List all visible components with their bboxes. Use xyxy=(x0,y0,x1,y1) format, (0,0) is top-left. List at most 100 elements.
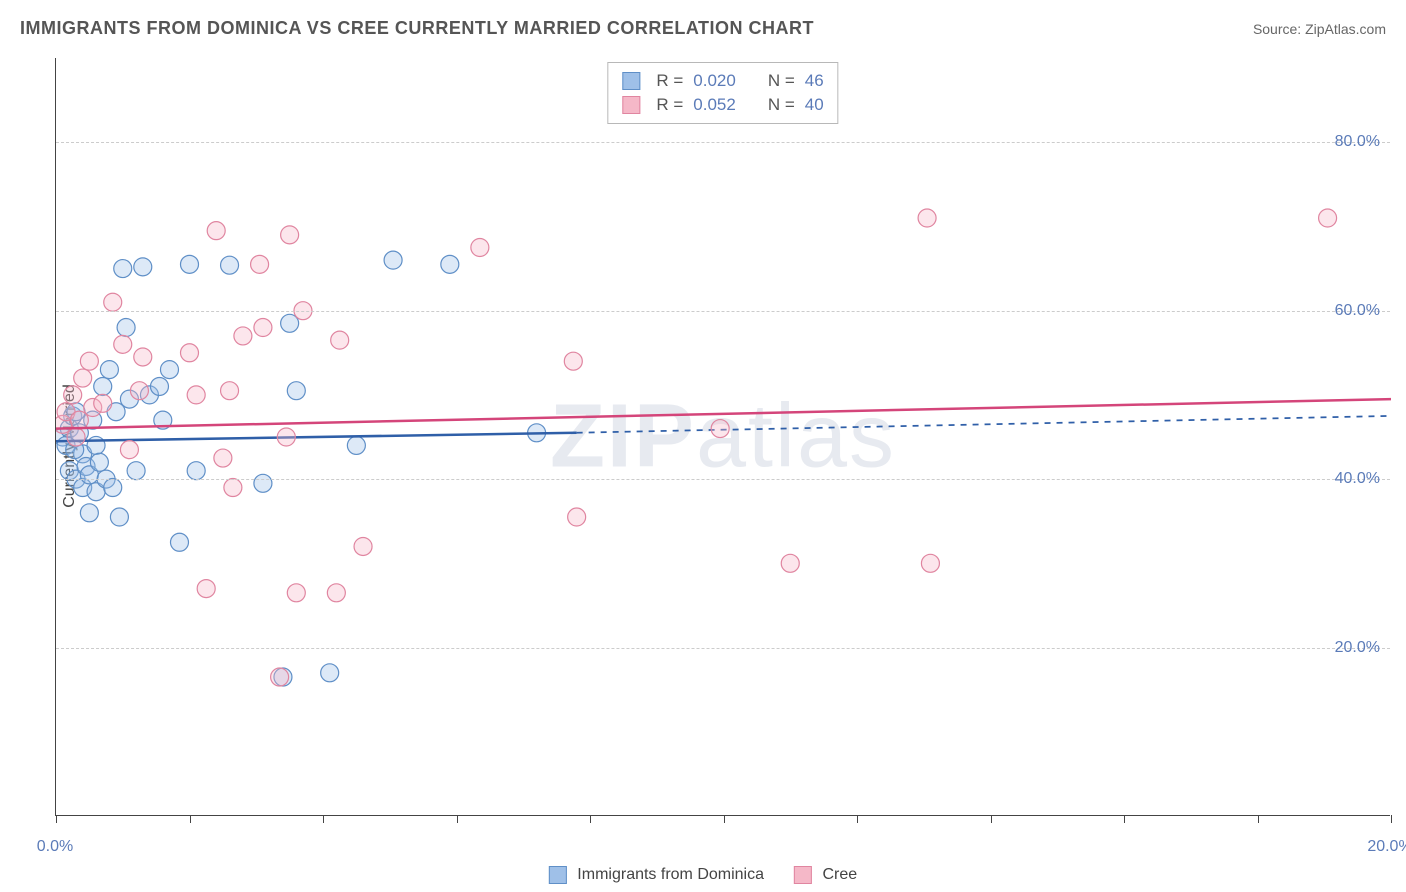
scatter-point xyxy=(127,462,145,480)
scatter-point xyxy=(114,260,132,278)
r-label-0: R = xyxy=(656,71,683,91)
scatter-point xyxy=(221,256,239,274)
scatter-point xyxy=(1319,209,1337,227)
scatter-point xyxy=(110,508,128,526)
bottom-legend-label-0: Immigrants from Dominica xyxy=(577,866,764,883)
scatter-point xyxy=(254,319,272,337)
scatter-point xyxy=(80,352,98,370)
scatter-point xyxy=(224,479,242,497)
bottom-legend-label-1: Cree xyxy=(822,866,857,883)
title-bar: IMMIGRANTS FROM DOMINICA VS CREE CURRENT… xyxy=(20,18,1386,39)
source-name: ZipAtlas.com xyxy=(1305,21,1386,37)
x-tick xyxy=(457,815,458,823)
x-tick-label: 20.0% xyxy=(1367,838,1406,856)
x-tick xyxy=(1124,815,1125,823)
chart-title: IMMIGRANTS FROM DOMINICA VS CREE CURRENT… xyxy=(20,18,814,39)
x-tick xyxy=(1391,815,1392,823)
scatter-point xyxy=(94,377,112,395)
scatter-point xyxy=(207,222,225,240)
scatter-point xyxy=(251,255,269,273)
scatter-point xyxy=(781,554,799,572)
trend-line-extrapolated xyxy=(577,416,1391,433)
x-tick xyxy=(857,815,858,823)
scatter-point xyxy=(134,258,152,276)
scatter-point xyxy=(254,474,272,492)
bottom-legend-swatch-1 xyxy=(794,866,812,884)
scatter-point xyxy=(347,436,365,454)
scatter-point xyxy=(281,226,299,244)
x-tick xyxy=(56,815,57,823)
n-label-0: N = xyxy=(768,71,795,91)
scatter-point xyxy=(711,420,729,438)
scatter-point xyxy=(441,255,459,273)
scatter-point xyxy=(234,327,252,345)
scatter-point xyxy=(134,348,152,366)
plot-area: ZIPatlas R = 0.020 N = 46 R = 0.052 N = … xyxy=(55,58,1390,816)
scatter-point xyxy=(74,369,92,387)
stats-row-series-1: R = 0.052 N = 40 xyxy=(622,93,823,117)
scatter-point xyxy=(117,319,135,337)
x-tick xyxy=(724,815,725,823)
scatter-point xyxy=(170,533,188,551)
y-tick-label: 60.0% xyxy=(1335,302,1380,320)
bottom-legend: Immigrants from Dominica Cree xyxy=(549,866,857,884)
scatter-point xyxy=(104,293,122,311)
y-tick-label: 40.0% xyxy=(1335,470,1380,488)
scatter-point xyxy=(100,361,118,379)
trend-line xyxy=(56,433,577,441)
scatter-point xyxy=(354,537,372,555)
scatter-point xyxy=(64,386,82,404)
scatter-point xyxy=(187,462,205,480)
x-tick xyxy=(590,815,591,823)
scatter-point xyxy=(331,331,349,349)
x-tick-label: 0.0% xyxy=(37,838,73,856)
gridline-horizontal xyxy=(56,479,1390,480)
scatter-point xyxy=(104,479,122,497)
scatter-point xyxy=(384,251,402,269)
scatter-point xyxy=(67,428,85,446)
scatter-point xyxy=(271,668,289,686)
y-tick-label: 80.0% xyxy=(1335,133,1380,151)
gridline-horizontal xyxy=(56,311,1390,312)
source-label: Source: xyxy=(1253,21,1305,37)
stats-row-series-0: R = 0.020 N = 46 xyxy=(622,69,823,93)
scatter-point xyxy=(564,352,582,370)
scatter-point xyxy=(221,382,239,400)
scatter-point xyxy=(130,382,148,400)
scatter-point xyxy=(214,449,232,467)
scatter-point xyxy=(287,382,305,400)
x-tick xyxy=(323,815,324,823)
scatter-point xyxy=(197,580,215,598)
r-value-1: 0.052 xyxy=(693,95,736,115)
scatter-point xyxy=(150,377,168,395)
scatter-point xyxy=(120,441,138,459)
scatter-point xyxy=(918,209,936,227)
n-value-1: 40 xyxy=(805,95,824,115)
scatter-point xyxy=(90,453,108,471)
y-tick-label: 20.0% xyxy=(1335,639,1380,657)
scatter-point xyxy=(80,504,98,522)
legend-swatch-series-1 xyxy=(622,96,640,114)
scatter-point xyxy=(160,361,178,379)
source-attribution: Source: ZipAtlas.com xyxy=(1253,21,1386,37)
scatter-svg xyxy=(56,58,1391,816)
gridline-horizontal xyxy=(56,648,1390,649)
scatter-point xyxy=(114,335,132,353)
scatter-point xyxy=(181,255,199,273)
scatter-point xyxy=(568,508,586,526)
n-value-0: 46 xyxy=(805,71,824,91)
bottom-legend-item-0: Immigrants from Dominica xyxy=(549,866,764,884)
x-tick xyxy=(991,815,992,823)
bottom-legend-item-1: Cree xyxy=(794,866,857,884)
scatter-point xyxy=(277,428,295,446)
bottom-legend-swatch-0 xyxy=(549,866,567,884)
scatter-point xyxy=(471,239,489,257)
scatter-point xyxy=(181,344,199,362)
scatter-point xyxy=(187,386,205,404)
r-label-1: R = xyxy=(656,95,683,115)
scatter-point xyxy=(287,584,305,602)
legend-swatch-series-0 xyxy=(622,72,640,90)
scatter-point xyxy=(87,436,105,454)
stats-legend-box: R = 0.020 N = 46 R = 0.052 N = 40 xyxy=(607,62,838,124)
gridline-horizontal xyxy=(56,142,1390,143)
